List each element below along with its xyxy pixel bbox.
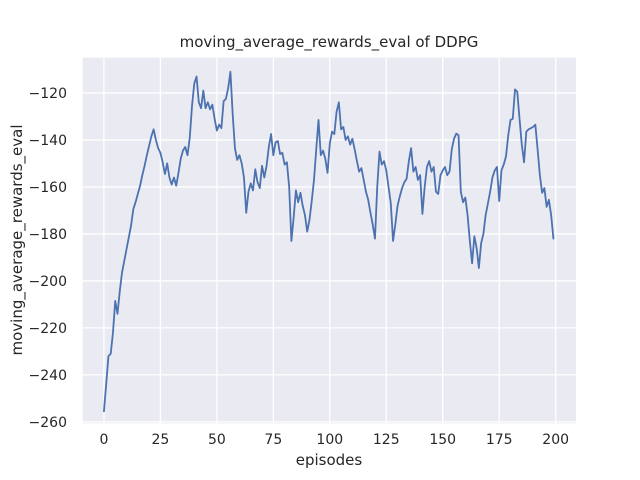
- x-axis-label: episodes: [296, 451, 363, 469]
- y-tick-label: −220: [29, 321, 67, 337]
- y-tick-label: −180: [29, 227, 67, 243]
- chart-title: moving_average_rewards_eval of DDPG: [180, 33, 479, 52]
- x-tick-label: 175: [486, 432, 513, 448]
- x-tick-label: 150: [429, 432, 456, 448]
- y-tick-label: −260: [29, 415, 67, 431]
- y-tick-label: −200: [29, 274, 67, 290]
- x-tick-label: 75: [264, 432, 282, 448]
- data-line: [103, 70, 555, 413]
- y-axis-label: moving_average_rewards_eval: [8, 125, 27, 356]
- y-tick-labels: −120 −140 −160 −180 −200 −220 −240 −260: [29, 86, 67, 431]
- x-tick-label: 50: [208, 432, 226, 448]
- y-tick-label: −160: [29, 180, 67, 196]
- x-tick-label: 25: [151, 432, 169, 448]
- y-tick-label: −120: [29, 86, 67, 102]
- y-tick-label: −240: [29, 368, 67, 384]
- x-tick-label: 200: [542, 432, 569, 448]
- y-tick-label: −140: [29, 133, 67, 149]
- x-tick-label: 0: [99, 432, 108, 448]
- x-tick-label: 125: [373, 432, 400, 448]
- gridlines: [82, 57, 576, 424]
- x-tick-label: 100: [316, 432, 343, 448]
- data-line-group: [103, 70, 555, 413]
- x-tick-labels: 0 25 50 75 100 125 150 175 200: [99, 432, 569, 448]
